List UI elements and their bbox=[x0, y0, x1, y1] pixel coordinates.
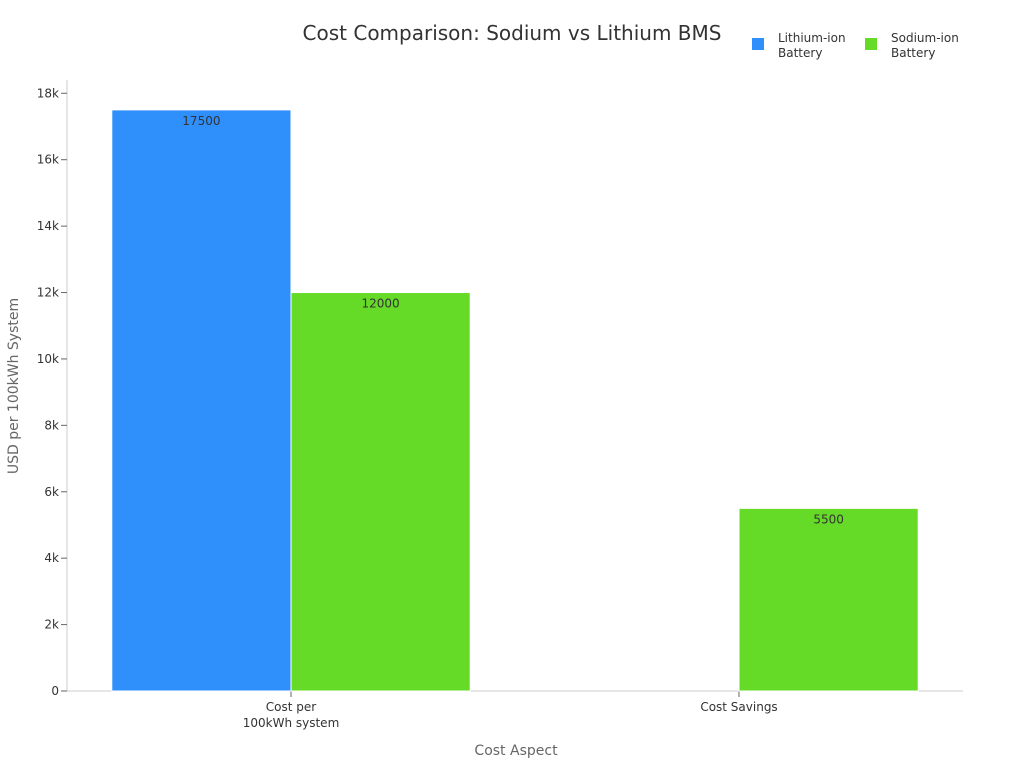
x-axis-title: Cost Aspect bbox=[474, 743, 558, 759]
data-label: 5500 bbox=[813, 512, 844, 526]
data-label: 12000 bbox=[362, 297, 400, 311]
bar bbox=[738, 507, 919, 692]
y-axis-title: USD per 100kWh System bbox=[6, 298, 22, 474]
y-tick-label: 2k bbox=[44, 618, 59, 632]
legend-swatch bbox=[865, 38, 877, 50]
legend-label: Lithium-ion Battery bbox=[778, 31, 846, 60]
bar bbox=[290, 292, 471, 692]
y-tick-label: 6k bbox=[44, 485, 59, 499]
legend-label: Sodium-ion Battery bbox=[891, 31, 959, 60]
x-tick-label: Cost Savings bbox=[700, 700, 777, 714]
y-tick-label: 16k bbox=[37, 153, 59, 167]
legend-swatch bbox=[752, 38, 764, 50]
y-tick-label: 14k bbox=[37, 219, 59, 233]
y-tick-label: 10k bbox=[37, 352, 59, 366]
y-tick-label: 0 bbox=[51, 684, 59, 698]
chart-title: Cost Comparison: Sodium vs Lithium BMS bbox=[303, 21, 722, 45]
bar bbox=[111, 109, 292, 692]
y-tick-label: 8k bbox=[44, 418, 59, 432]
x-tick-label: Cost per 100kWh system bbox=[243, 700, 340, 730]
data-label: 17500 bbox=[182, 114, 220, 128]
y-tick-label: 18k bbox=[37, 86, 59, 100]
y-tick-label: 4k bbox=[44, 551, 59, 565]
y-tick-label: 12k bbox=[37, 286, 59, 300]
